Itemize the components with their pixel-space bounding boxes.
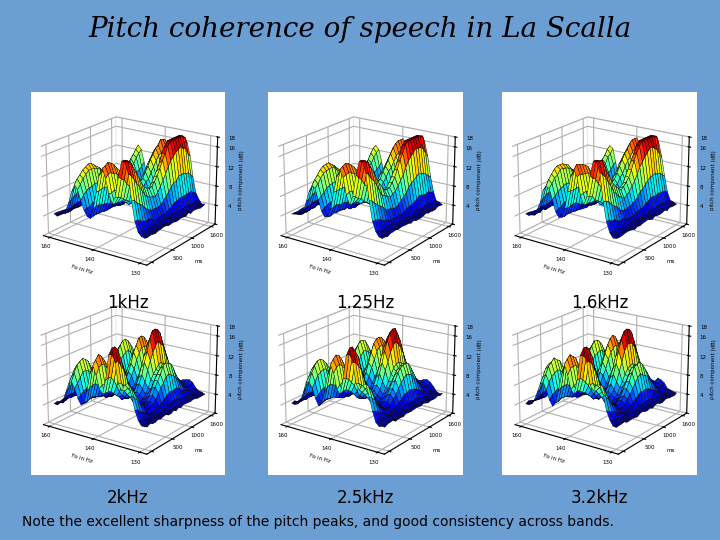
Y-axis label: ms: ms (432, 259, 441, 264)
Y-axis label: ms: ms (432, 448, 441, 453)
Y-axis label: ms: ms (194, 259, 203, 264)
Text: 2.5kHz: 2.5kHz (337, 489, 394, 507)
Text: 1kHz: 1kHz (107, 294, 148, 312)
X-axis label: Fo in Hz: Fo in Hz (71, 454, 93, 464)
Text: 2kHz: 2kHz (107, 489, 148, 507)
Y-axis label: ms: ms (194, 448, 203, 453)
X-axis label: Fo in Hz: Fo in Hz (71, 265, 93, 275)
X-axis label: Fo in Hz: Fo in Hz (308, 265, 330, 275)
X-axis label: Fo in Hz: Fo in Hz (542, 454, 564, 464)
Text: 3.2kHz: 3.2kHz (571, 489, 628, 507)
X-axis label: Fo in Hz: Fo in Hz (542, 265, 564, 275)
Text: 1.6kHz: 1.6kHz (571, 294, 628, 312)
X-axis label: Fo in Hz: Fo in Hz (308, 454, 330, 464)
Text: 1.25Hz: 1.25Hz (336, 294, 395, 312)
Text: Pitch coherence of speech in La Scalla: Pitch coherence of speech in La Scalla (89, 16, 631, 43)
Y-axis label: ms: ms (666, 448, 675, 453)
Text: Note the excellent sharpness of the pitch peaks, and good consistency across ban: Note the excellent sharpness of the pitc… (22, 515, 613, 529)
Y-axis label: ms: ms (666, 259, 675, 264)
